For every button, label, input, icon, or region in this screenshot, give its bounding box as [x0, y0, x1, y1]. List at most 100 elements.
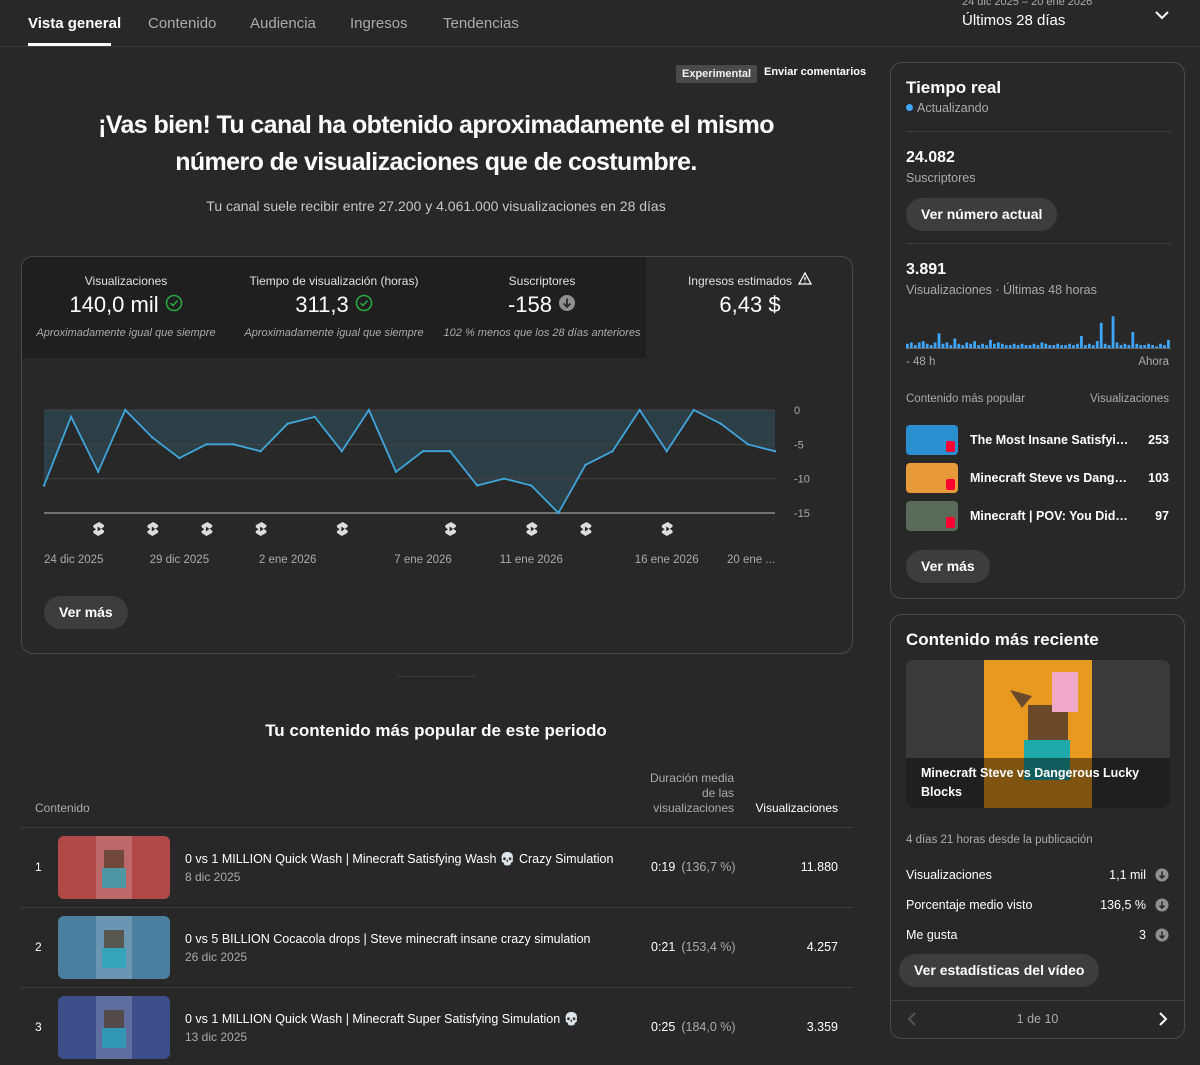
- row-publish-date: 13 dic 2025: [185, 1030, 248, 1044]
- chart-data-point: [42, 484, 46, 487]
- metric-note: 102 % menos que los 28 días anteriores: [443, 327, 641, 339]
- stat-value: 3: [1139, 928, 1146, 942]
- realtime-bar: [969, 343, 973, 349]
- see-video-stats-button[interactable]: Ver estadísticas del vídeo: [899, 954, 1100, 987]
- realtime-bar: [906, 343, 909, 349]
- realtime-bar: [1127, 345, 1131, 349]
- date-range-text: 24 dic 2025 – 20 ene 2026: [962, 0, 1093, 8]
- realtime-bar: [917, 342, 921, 349]
- realtime-bar: [1143, 345, 1147, 349]
- chart-data-point: [665, 450, 668, 453]
- top-content-title: Minecraft Steve vs Dangerous Lu...: [970, 471, 1130, 485]
- realtime-bar: [1115, 342, 1119, 349]
- latest-content-title: Contenido más reciente: [906, 630, 1099, 649]
- chevron-down-icon[interactable]: [1154, 8, 1170, 26]
- metric-revenue[interactable]: Ingresos estimados 6,43 $: [646, 257, 852, 358]
- tab-trends[interactable]: Tendencias: [443, 15, 519, 32]
- top-content-views-label: Visualizaciones: [1089, 393, 1169, 405]
- tab-content[interactable]: Contenido: [148, 15, 217, 32]
- realtime-bar: [1131, 332, 1135, 349]
- tab-audience[interactable]: Audiencia: [250, 15, 316, 32]
- row-thumbnail-image: [96, 836, 132, 899]
- shorts-marker-icon: [661, 522, 673, 536]
- realtime-bar: [1119, 345, 1123, 349]
- x-tick-label: 29 dic 2025: [150, 554, 209, 566]
- arrow-down-circle-icon: [1155, 868, 1169, 887]
- see-more-button[interactable]: Ver más: [44, 596, 128, 629]
- realtime-card: Tiempo real Actualizando 24.082 Suscript…: [890, 62, 1185, 599]
- row-thumbnail-image: [96, 916, 132, 979]
- realtime-views-count: 3.891: [906, 261, 947, 278]
- realtime-bar: [1056, 343, 1060, 349]
- divider: [398, 676, 475, 677]
- metric-watch-time[interactable]: Tiempo de visualización (horas) 311,3 Ap…: [230, 257, 438, 358]
- chevron-right-icon[interactable]: [1157, 1011, 1169, 1032]
- realtime-bar: [1060, 345, 1064, 349]
- tab-overview[interactable]: Vista general: [28, 15, 122, 32]
- top-content-thumbnail: [906, 425, 958, 455]
- realtime-bar: [985, 345, 988, 349]
- realtime-bar: [1004, 345, 1008, 349]
- date-range-selector[interactable]: Últimos 28 días: [962, 12, 1066, 29]
- video-thumbnail-image: [906, 660, 1170, 808]
- metric-subscribers[interactable]: Suscriptores -158 102 % menos que los 28…: [438, 257, 646, 358]
- column-header-duration[interactable]: Duración media de las visualizaciones: [649, 771, 734, 815]
- x-tick-label: 2 ene 2026: [259, 554, 317, 566]
- y-tick-label: -15: [794, 508, 810, 520]
- realtime-bar: [1036, 345, 1040, 349]
- metric-views[interactable]: Visualizaciones 140,0 mil Aproximadament…: [22, 257, 230, 358]
- row-thumbnail[interactable]: [58, 916, 170, 979]
- realtime-bar: [965, 342, 969, 349]
- metric-note: Aproximadamente igual que siempre: [36, 327, 216, 339]
- realtime-bar: [913, 345, 917, 349]
- check-circle-icon: [355, 292, 373, 318]
- top-nav: Vista general Contenido Audiencia Ingres…: [0, 0, 1200, 47]
- row-video-title[interactable]: 0 vs 5 BILLION Cocacola drops | Steve mi…: [185, 932, 591, 946]
- chevron-left-icon[interactable]: [906, 1011, 918, 1032]
- realtime-bar: [1099, 322, 1103, 349]
- metric-value: 6,43 $: [719, 292, 781, 317]
- realtime-bar: [1147, 343, 1151, 349]
- realtime-see-more-button[interactable]: Ver más: [906, 550, 990, 583]
- realtime-bar: [1028, 345, 1032, 349]
- realtime-bar: [1139, 345, 1143, 349]
- row-views: 11.880: [800, 860, 838, 874]
- realtime-bar: [1024, 345, 1028, 349]
- column-header-views[interactable]: Visualizaciones: [755, 801, 839, 815]
- metric-value: -158: [438, 292, 646, 318]
- chart-data-point: [746, 443, 750, 446]
- shorts-marker-icon: [147, 522, 159, 536]
- row-thumbnail[interactable]: [58, 996, 170, 1059]
- realtime-bar: [1155, 346, 1158, 349]
- latest-content-card: Contenido más reciente Minecraft Steve v…: [890, 614, 1185, 1039]
- views-line-chart: 0 -5 -10 -15 24 dic 2025 29 dic 2025 2 ene 202…: [42, 405, 810, 566]
- live-dot-icon: [906, 104, 913, 111]
- row-thumbnail[interactable]: [58, 836, 170, 899]
- row-video-title[interactable]: 0 vs 1 MILLION Quick Wash | Minecraft Sa…: [185, 852, 614, 866]
- realtime-bar: [921, 341, 925, 349]
- stat-value: 136,5 %: [1100, 898, 1146, 912]
- arrow-down-circle-icon: [1155, 928, 1169, 947]
- row-video-title[interactable]: 0 vs 1 MILLION Quick Wash | Minecraft Su…: [185, 1012, 580, 1026]
- divider: [906, 243, 1171, 244]
- chart-data-point: [313, 415, 316, 419]
- tab-revenue[interactable]: Ingresos: [350, 15, 408, 32]
- send-feedback-link[interactable]: Enviar comentarios: [764, 66, 867, 78]
- realtime-bar: [1080, 335, 1083, 349]
- shorts-marker-icon: [255, 522, 267, 536]
- top-content-views: 253: [1148, 433, 1169, 447]
- realtime-status: Actualizando: [906, 101, 989, 115]
- realtime-bar: [973, 341, 977, 349]
- headline-line-1: ¡Vas bien! Tu canal ha obtenido aproxima…: [98, 111, 774, 139]
- realtime-bar: [1040, 342, 1044, 349]
- realtime-bar: [1107, 345, 1111, 349]
- realtime-bar: [977, 345, 980, 349]
- realtime-bar: [945, 342, 949, 349]
- chart-data-point: [259, 450, 262, 453]
- popular-content-title: Tu contenido más popular de este periodo: [265, 721, 607, 740]
- page-headline: ¡Vas bien! Tu canal ha obtenido aproxima…: [40, 107, 832, 181]
- x-tick-label: 20 ene ...: [727, 554, 775, 566]
- realtime-bar: [1008, 345, 1012, 349]
- see-current-count-button[interactable]: Ver número actual: [906, 198, 1058, 231]
- latest-video-thumbnail[interactable]: Minecraft Steve vs Dangerous Lucky Block…: [906, 660, 1170, 808]
